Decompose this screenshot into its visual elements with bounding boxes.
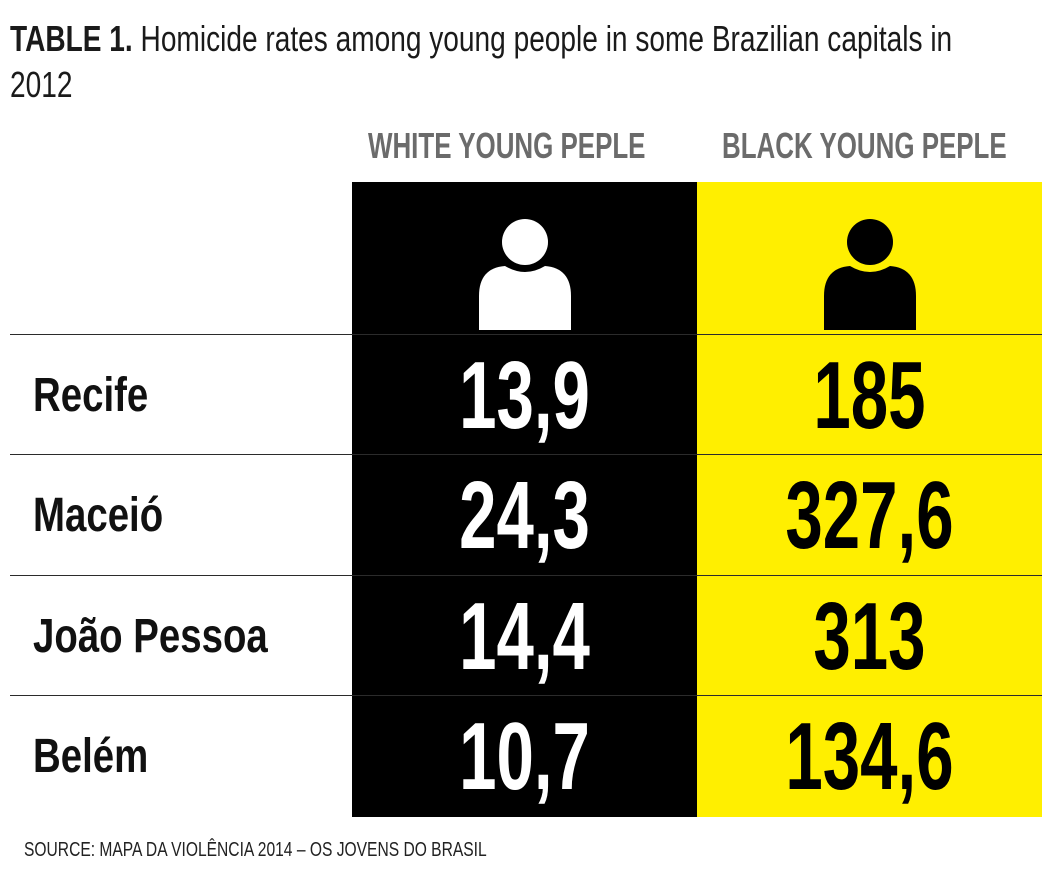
- black-column-panel: [697, 182, 1042, 817]
- white-rate-value: 14,4: [459, 583, 590, 690]
- black-rate-value: 134,6: [785, 703, 954, 810]
- person-icon: [823, 219, 916, 330]
- white-rate-value: 10,7: [459, 703, 590, 810]
- black-rate-value: 327,6: [785, 462, 954, 569]
- white-column-panel: [352, 182, 697, 817]
- person-icon: [478, 219, 571, 330]
- source-note: SOURCE: MAPA DA VIOLÊNCIA 2014 – OS JOVE…: [24, 839, 487, 861]
- table-title-lead: TABLE 1.: [10, 18, 133, 59]
- table-row: Maceió 24,3 327,6: [0, 455, 1060, 575]
- row-divider: [10, 334, 1042, 335]
- white-rate-value: 24,3: [459, 462, 590, 569]
- table-title: TABLE 1. Homicide rates among young peop…: [10, 16, 1008, 108]
- column-header-white: WHITE YOUNG PEPLE: [368, 125, 646, 166]
- table-title-text: Homicide rates among young people in som…: [10, 18, 953, 105]
- black-rate-value: 185: [813, 342, 926, 449]
- table-row: Recife 13,9 185: [0, 335, 1060, 455]
- table-row: João Pessoa 14,4 313: [0, 576, 1060, 696]
- white-rate-value: 13,9: [459, 342, 590, 449]
- row-divider: [10, 695, 1042, 696]
- city-label: João Pessoa: [33, 610, 268, 663]
- row-divider: [10, 454, 1042, 455]
- city-label: Recife: [33, 369, 149, 422]
- city-label: Maceió: [33, 489, 164, 542]
- table-row: Belém 10,7 134,6: [0, 696, 1060, 816]
- row-divider: [10, 575, 1042, 576]
- black-rate-value: 313: [813, 583, 926, 690]
- city-label: Belém: [33, 730, 149, 783]
- column-header-black: BLACK YOUNG PEPLE: [722, 125, 1007, 166]
